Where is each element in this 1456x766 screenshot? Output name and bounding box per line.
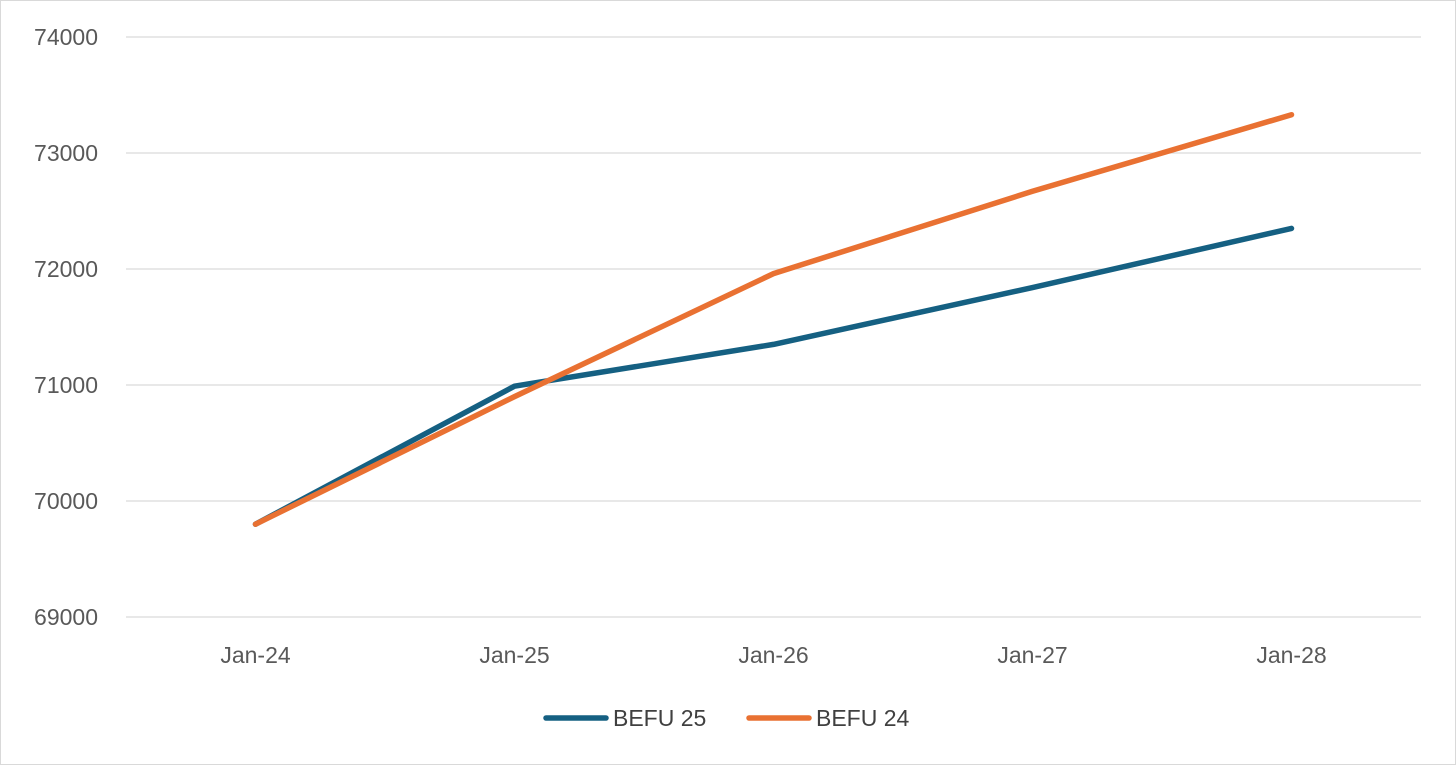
x-tick-label: Jan-28 — [1256, 642, 1326, 668]
series-line-2 — [256, 115, 1292, 524]
y-tick-label: 71000 — [34, 372, 98, 398]
x-tick-label: Jan-26 — [738, 642, 808, 668]
y-tick-label: 74000 — [34, 24, 98, 50]
legend-label: BEFU 24 — [816, 705, 910, 731]
x-tick-label: Jan-27 — [997, 642, 1067, 668]
x-axis: Jan-24 Jan-25 Jan-26 Jan-27 Jan-28 — [220, 642, 1326, 668]
y-tick-label: 69000 — [34, 604, 98, 630]
x-tick-label: Jan-25 — [479, 642, 549, 668]
y-tick-label: 70000 — [34, 488, 98, 514]
legend-item-1: BEFU 25 — [546, 705, 706, 731]
y-axis: 69000 70000 71000 72000 73000 74000 — [34, 24, 98, 630]
x-tick-label: Jan-24 — [220, 642, 291, 668]
legend: BEFU 25 BEFU 24 — [546, 705, 910, 731]
series-lines — [255, 115, 1291, 525]
y-tick-label: 72000 — [34, 256, 98, 282]
gridlines — [126, 37, 1421, 617]
legend-label: BEFU 25 — [613, 705, 706, 731]
legend-item-2: BEFU 24 — [749, 705, 910, 731]
y-tick-label: 73000 — [34, 140, 98, 166]
